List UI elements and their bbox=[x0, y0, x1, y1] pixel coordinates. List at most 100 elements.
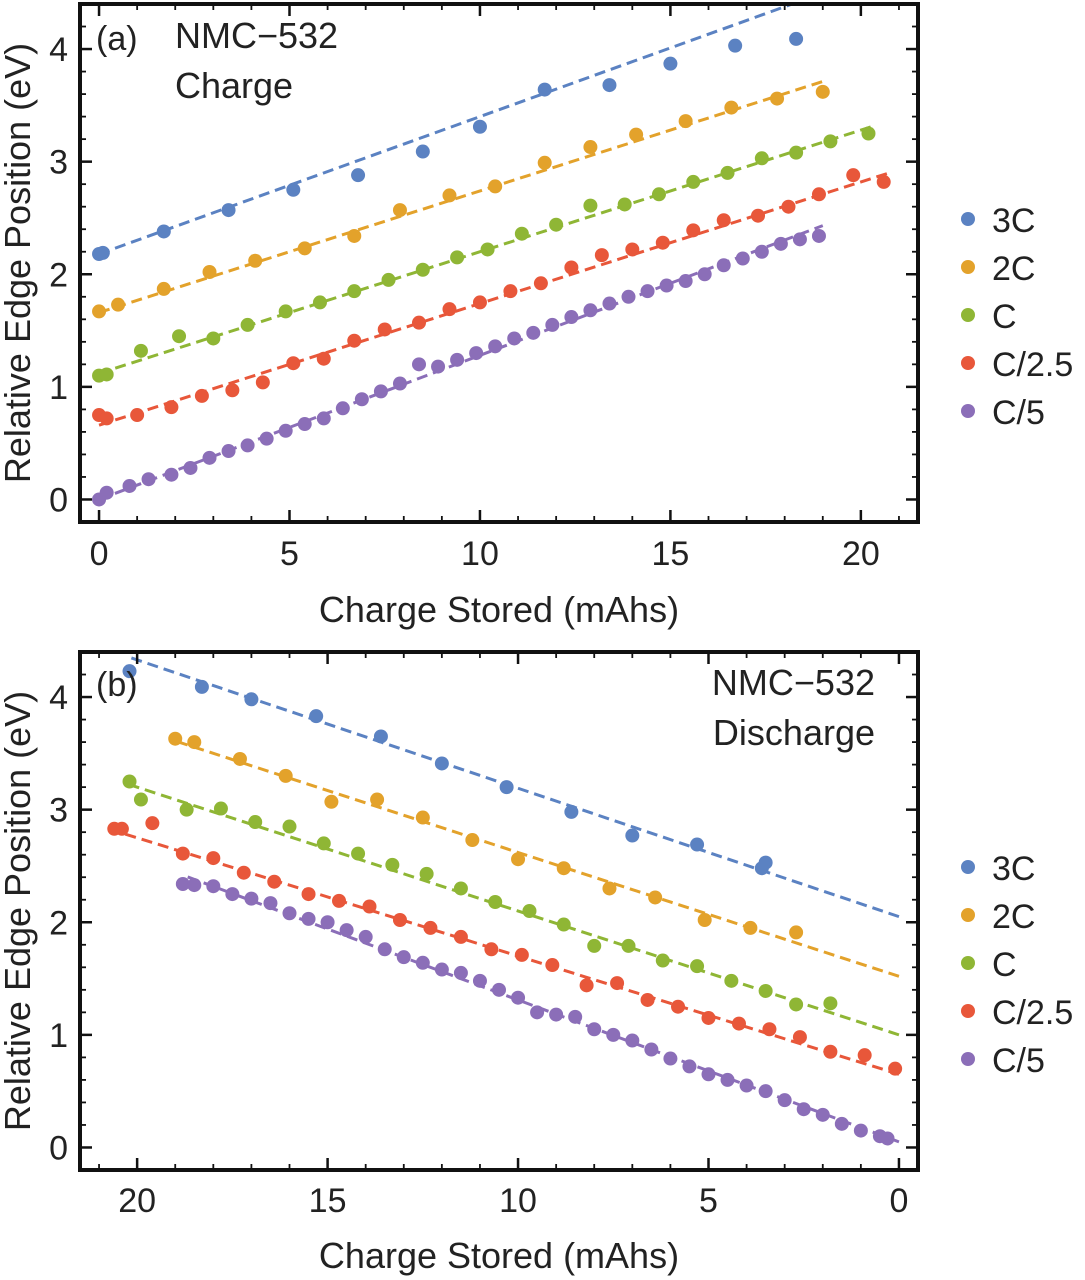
data-point bbox=[301, 911, 316, 926]
data-point bbox=[99, 367, 114, 382]
data-point bbox=[206, 879, 221, 894]
data-point bbox=[823, 996, 838, 1011]
data-point bbox=[514, 947, 529, 962]
data-point bbox=[423, 920, 438, 935]
data-point bbox=[503, 284, 518, 299]
data-point bbox=[377, 322, 392, 337]
data-point bbox=[602, 78, 617, 93]
data-point bbox=[488, 894, 503, 909]
data-point bbox=[145, 816, 160, 831]
data-point bbox=[625, 242, 640, 257]
data-point bbox=[701, 1067, 716, 1082]
data-point bbox=[724, 973, 739, 988]
data-point bbox=[354, 392, 369, 407]
data-point bbox=[232, 751, 247, 766]
data-point bbox=[381, 272, 396, 287]
data-point bbox=[419, 866, 434, 881]
panel-a: 0 5 10 15 20 0 1 2 3 4 Charge Stored (mAhs) Relativ… bbox=[0, 2, 1073, 630]
data-point bbox=[362, 899, 377, 914]
x-tick-label: 15 bbox=[309, 1182, 347, 1220]
data-point bbox=[141, 472, 156, 487]
data-point bbox=[789, 997, 804, 1012]
data-point bbox=[583, 303, 598, 318]
data-point bbox=[655, 235, 670, 250]
panel-label: (b) bbox=[96, 666, 138, 704]
data-point bbox=[690, 959, 705, 974]
fit-line-c-5 bbox=[98, 224, 824, 501]
data-point bbox=[789, 925, 804, 940]
plot-area bbox=[107, 655, 903, 1146]
fit-line-2c bbox=[174, 739, 900, 978]
data-point bbox=[697, 913, 712, 928]
y-tick-label: 0 bbox=[49, 481, 68, 519]
data-point bbox=[301, 887, 316, 902]
legend-marker bbox=[961, 212, 975, 226]
data-point bbox=[522, 904, 537, 918]
legend-marker bbox=[961, 1052, 975, 1066]
data-point bbox=[111, 297, 126, 312]
data-point bbox=[465, 833, 480, 848]
x-tick-label: 10 bbox=[461, 535, 499, 573]
x-tick-label: 0 bbox=[889, 1182, 908, 1220]
data-point bbox=[316, 836, 331, 851]
data-point bbox=[213, 801, 228, 816]
legend-marker bbox=[961, 356, 975, 370]
data-point bbox=[526, 325, 541, 340]
data-point bbox=[507, 331, 522, 346]
data-point bbox=[377, 942, 392, 957]
annotation-line: NMC−532 bbox=[712, 662, 875, 703]
data-point bbox=[701, 1010, 716, 1025]
data-point bbox=[255, 375, 270, 390]
data-point bbox=[168, 731, 183, 746]
data-point bbox=[777, 1093, 792, 1108]
data-point bbox=[164, 400, 179, 415]
data-point bbox=[385, 857, 400, 872]
data-point bbox=[278, 304, 293, 319]
x-tick-label: 20 bbox=[842, 535, 880, 573]
data-point bbox=[347, 333, 362, 348]
data-point bbox=[469, 346, 484, 361]
data-point bbox=[122, 664, 137, 679]
data-point bbox=[629, 127, 644, 142]
data-point bbox=[789, 31, 804, 46]
y-tick-label: 4 bbox=[49, 31, 68, 69]
data-point bbox=[370, 792, 385, 807]
data-point bbox=[194, 679, 209, 694]
data-point bbox=[861, 126, 876, 141]
data-point bbox=[663, 1051, 678, 1066]
legend-label: C/2.5 bbox=[992, 346, 1073, 384]
legend-label: C/2.5 bbox=[992, 994, 1073, 1032]
annotation-line: Charge bbox=[175, 65, 293, 106]
data-point bbox=[320, 915, 335, 930]
y-tick-label: 3 bbox=[49, 792, 68, 830]
data-point bbox=[514, 226, 529, 241]
data-point bbox=[267, 874, 282, 889]
x-tick-label: 15 bbox=[651, 535, 689, 573]
data-point bbox=[671, 999, 686, 1014]
data-point bbox=[442, 302, 457, 317]
data-point bbox=[240, 438, 255, 453]
legend-marker bbox=[961, 308, 975, 322]
data-point bbox=[815, 84, 830, 99]
data-point bbox=[499, 780, 514, 795]
x-tick-label: 20 bbox=[118, 1182, 156, 1220]
legend-label: C/5 bbox=[992, 394, 1045, 432]
data-point bbox=[434, 962, 449, 977]
data-point bbox=[533, 276, 548, 291]
data-point bbox=[537, 155, 552, 170]
data-point bbox=[472, 119, 487, 134]
data-point bbox=[625, 828, 640, 843]
data-point bbox=[655, 953, 670, 968]
y-tick-label: 3 bbox=[49, 144, 68, 182]
data-point bbox=[202, 265, 217, 280]
data-point bbox=[339, 923, 354, 938]
data-point bbox=[602, 881, 617, 896]
data-point bbox=[453, 965, 468, 980]
data-point bbox=[179, 802, 194, 817]
data-point bbox=[351, 846, 366, 861]
plot-frame bbox=[78, 2, 920, 524]
data-point bbox=[259, 431, 274, 446]
y-tick-label: 2 bbox=[49, 904, 68, 942]
data-point bbox=[690, 837, 705, 852]
data-point bbox=[450, 352, 465, 367]
